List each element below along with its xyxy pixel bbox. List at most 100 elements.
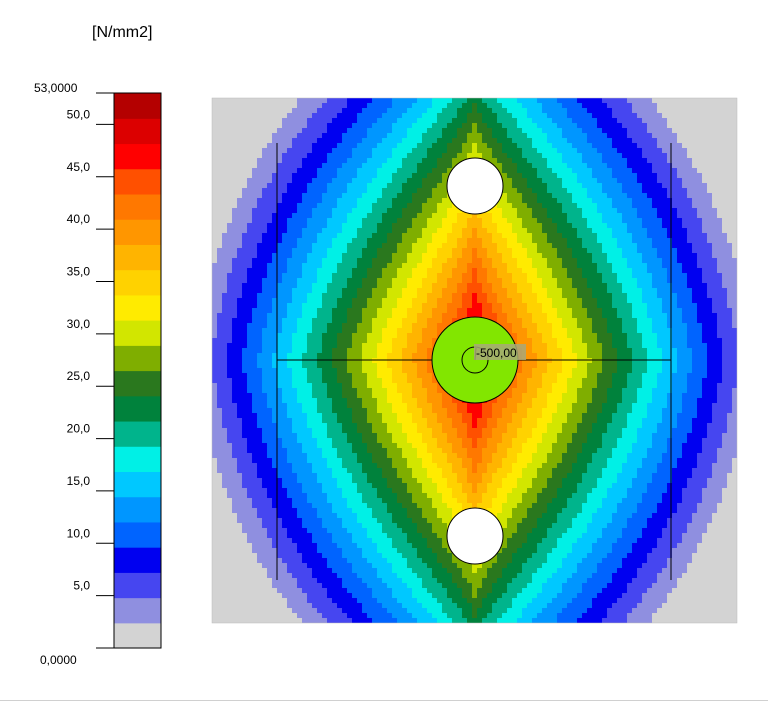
contour-cell	[502, 223, 508, 229]
contour-cell	[502, 313, 508, 319]
contour-cell	[447, 238, 453, 244]
contour-cell	[282, 263, 288, 269]
contour-cell	[307, 283, 313, 289]
contour-cell	[327, 323, 333, 329]
contour-cell	[217, 128, 223, 134]
contour-cell	[227, 128, 233, 134]
contour-cell	[552, 223, 558, 229]
contour-cell	[377, 213, 383, 219]
contour-cell	[287, 148, 293, 154]
contour-cell	[287, 253, 293, 259]
contour-cell	[217, 143, 223, 149]
contour-cell	[357, 108, 363, 114]
contour-cell	[267, 103, 273, 109]
contour-cell	[392, 248, 398, 254]
contour-cell	[272, 308, 278, 314]
contour-cell	[477, 128, 483, 134]
contour-cell	[432, 188, 438, 194]
contour-cell	[527, 323, 533, 329]
contour-cell	[322, 193, 328, 199]
contour-cell	[667, 163, 673, 169]
contour-cell	[697, 268, 703, 274]
contour-cell	[407, 183, 413, 189]
contour-cell	[627, 288, 633, 294]
contour-cell	[677, 183, 683, 189]
contour-cell	[592, 183, 598, 189]
contour-cell	[367, 278, 373, 284]
contour-cell	[497, 218, 503, 224]
contour-cell	[477, 258, 483, 264]
contour-cell	[587, 183, 593, 189]
contour-cell	[212, 333, 218, 339]
contour-cell	[552, 308, 558, 314]
contour-cell	[537, 203, 543, 209]
contour-cell	[372, 298, 378, 304]
contour-cell	[597, 203, 603, 209]
contour-cell	[407, 103, 413, 109]
contour-cell	[217, 178, 223, 184]
contour-cell	[632, 293, 638, 299]
contour-cell	[282, 278, 288, 284]
contour-cell	[667, 228, 673, 234]
contour-cell	[332, 263, 338, 269]
contour-cell	[547, 238, 553, 244]
contour-cell	[662, 293, 668, 299]
contour-cell	[242, 153, 248, 159]
contour-cell	[562, 123, 568, 129]
contour-cell	[412, 313, 418, 319]
contour-cell	[247, 168, 253, 174]
legend-tick-label: 15,0	[67, 474, 91, 488]
contour-cell	[327, 153, 333, 159]
contour-cell	[227, 193, 233, 199]
contour-cell	[492, 313, 498, 319]
contour-cell	[512, 233, 518, 239]
contour-cell	[587, 153, 593, 159]
contour-cell	[267, 293, 273, 299]
contour-cell	[702, 253, 708, 259]
contour-cell	[732, 118, 737, 124]
contour-cell	[582, 118, 588, 124]
contour-cell	[407, 293, 413, 299]
contour-cell	[282, 283, 288, 289]
contour-cell	[692, 158, 698, 164]
contour-cell	[357, 283, 363, 289]
contour-cell	[622, 128, 628, 134]
contour-cell	[237, 298, 243, 304]
contour-cell	[577, 308, 583, 314]
contour-cell	[672, 318, 678, 324]
contour-cell	[572, 263, 578, 269]
contour-cell	[222, 208, 228, 214]
contour-cell	[222, 118, 228, 124]
contour-cell	[577, 108, 583, 114]
contour-cell	[407, 138, 413, 144]
contour-cell	[352, 173, 358, 179]
contour-cell	[262, 293, 268, 299]
contour-cell	[282, 233, 288, 239]
contour-cell	[332, 288, 338, 294]
contour-cell	[377, 103, 383, 109]
contour-cell	[637, 158, 643, 164]
contour-cell	[597, 308, 603, 314]
contour-cell	[312, 103, 318, 109]
contour-cell	[377, 293, 383, 299]
contour-cell	[212, 323, 218, 329]
contour-cell	[337, 158, 343, 164]
contour-cell	[367, 288, 373, 294]
contour-cell	[537, 208, 543, 214]
contour-cell	[537, 138, 543, 144]
contour-cell	[527, 268, 533, 274]
contour-cell	[417, 243, 423, 249]
contour-cell	[287, 303, 293, 309]
contour-cell	[277, 283, 283, 289]
contour-cell	[587, 198, 593, 204]
contour-cell	[247, 263, 253, 269]
contour-cell	[522, 208, 528, 214]
contour-cell	[552, 323, 558, 329]
contour-cell	[287, 203, 293, 209]
contour-cell	[292, 163, 298, 169]
contour-cell	[542, 108, 548, 114]
contour-cell	[642, 143, 648, 149]
contour-cell	[542, 143, 548, 149]
contour-cell	[642, 113, 648, 119]
contour-cell	[327, 183, 333, 189]
